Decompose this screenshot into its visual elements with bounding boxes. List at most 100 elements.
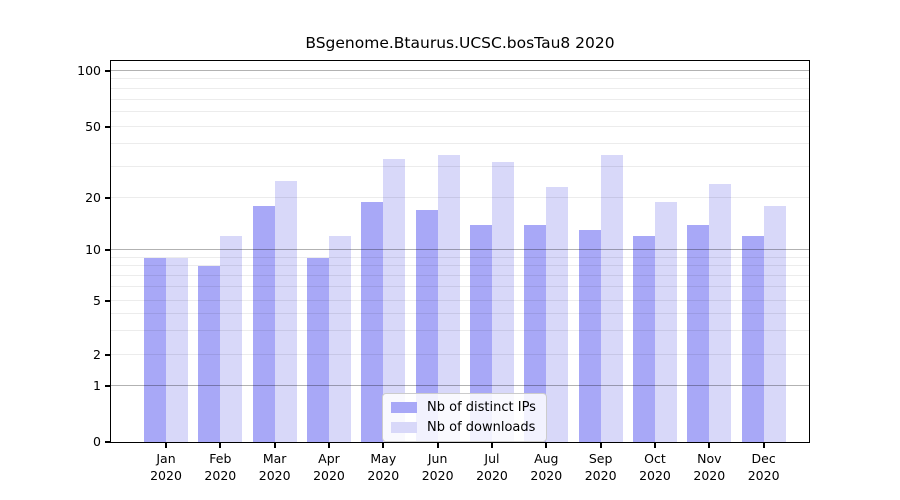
year-label: 2020 — [693, 467, 726, 483]
x-axis-tick-label: Mar 2020 — [245, 451, 305, 485]
y-axis-tick-label: 5 — [93, 292, 101, 308]
bar-downloads — [600, 154, 623, 442]
year-label: 2020 — [747, 467, 780, 483]
x-axis-tick — [273, 442, 276, 448]
month-label: May — [370, 451, 397, 466]
x-axis-tick-label: Aug 2020 — [516, 451, 576, 485]
legend: Nb of distinct IPs Nb of downloads — [382, 393, 547, 442]
minor-gridline — [111, 143, 809, 145]
minor-gridline — [111, 299, 809, 301]
x-axis-tick-label: Jan 2020 — [136, 451, 196, 485]
year-label: 2020 — [584, 467, 617, 483]
minor-gridline — [111, 313, 809, 315]
legend-item-downloads: Nb of downloads — [391, 420, 536, 435]
bar-downloads — [654, 202, 677, 442]
month-label: Jun — [427, 451, 448, 466]
bar-downloads — [763, 206, 786, 442]
x-axis-tick — [165, 442, 167, 448]
y-axis-tick-label: 1 — [93, 378, 101, 394]
minor-gridline — [111, 125, 809, 127]
y-axis-tick-label: 100 — [77, 62, 101, 78]
bar-downloads — [546, 187, 569, 442]
month-label: Jan — [156, 451, 176, 466]
y-axis-tick — [105, 299, 111, 302]
x-axis-tick-label: May 2020 — [353, 451, 413, 485]
month-label: Aug — [534, 451, 559, 466]
bar-distinct-ips — [524, 224, 547, 442]
bar-downloads — [383, 159, 406, 442]
year-label: 2020 — [476, 467, 508, 483]
year-label: 2020 — [530, 467, 563, 483]
major-gridline — [111, 385, 809, 387]
legend-swatch-distinct-ips — [391, 402, 417, 413]
minor-gridline — [111, 98, 809, 100]
x-axis-tick-label: Dec 2020 — [734, 451, 794, 485]
x-axis-tick — [382, 442, 385, 448]
bar-downloads — [328, 236, 351, 442]
major-gridline — [111, 249, 809, 251]
month-label: Jul — [484, 451, 500, 466]
month-label: Feb — [209, 451, 232, 466]
x-axis-tick — [708, 442, 711, 448]
y-axis-tick — [105, 125, 111, 128]
year-label: 2020 — [204, 467, 237, 483]
year-label: 2020 — [639, 467, 671, 483]
bar-distinct-ips — [144, 257, 166, 442]
x-axis-tick — [219, 442, 222, 448]
y-axis-tick — [105, 354, 111, 357]
minor-gridline — [111, 275, 809, 277]
bar-distinct-ips — [687, 224, 710, 442]
minor-gridline — [111, 78, 809, 80]
month-label: Oct — [644, 451, 666, 466]
legend-item-distinct-ips: Nb of distinct IPs — [391, 400, 536, 415]
bar-downloads — [437, 154, 460, 442]
x-axis-tick — [490, 442, 493, 448]
y-axis-tick — [105, 385, 111, 388]
y-axis-tick — [105, 249, 111, 252]
y-axis-tick-label: 2 — [93, 347, 101, 363]
month-label: Nov — [697, 451, 722, 466]
x-axis-tick — [762, 442, 765, 448]
x-axis-tick — [599, 442, 602, 448]
month-label: Sep — [588, 451, 613, 466]
plot-area: Nb of distinct IPs Nb of downloads 0 1 2 5 1… — [77, 60, 810, 483]
month-label: Mar — [262, 451, 287, 466]
bar-distinct-ips — [578, 230, 601, 442]
y-axis-tick-label: 0 — [93, 434, 101, 449]
minor-gridline — [111, 87, 809, 89]
bar-downloads — [491, 161, 514, 442]
x-axis-tick-label: Nov 2020 — [679, 451, 739, 485]
x-axis-tick-label: Sep 2020 — [571, 451, 631, 485]
y-axis-tick — [105, 441, 111, 443]
y-axis-tick-label: 50 — [85, 118, 101, 134]
minor-gridline — [111, 165, 809, 167]
x-axis-tick-label: Apr 2020 — [299, 451, 359, 485]
bar-downloads — [274, 180, 297, 442]
minor-gridline — [111, 111, 809, 113]
month-label: Dec — [751, 451, 776, 466]
x-axis-tick-label: Jul 2020 — [462, 451, 522, 485]
minor-gridline — [111, 256, 809, 258]
minor-gridline — [111, 354, 809, 356]
month-label: Apr — [318, 451, 340, 466]
bar-distinct-ips — [741, 236, 764, 442]
x-axis-tick-label: Feb 2020 — [190, 451, 250, 485]
year-label: 2020 — [367, 467, 400, 483]
minor-gridline — [111, 330, 809, 332]
bar-distinct-ips — [198, 266, 221, 442]
y-axis-tick — [105, 197, 111, 200]
chart-title: BSgenome.Btaurus.UCSC.bosTau8 2020 — [305, 34, 615, 52]
y-axis-tick-label: 10 — [85, 242, 101, 258]
bar-distinct-ips — [415, 210, 438, 442]
bar-distinct-ips — [306, 257, 329, 442]
year-label: 2020 — [421, 467, 454, 483]
bar-downloads — [166, 257, 188, 442]
x-axis-tick — [327, 442, 330, 448]
bar-distinct-ips — [252, 206, 275, 442]
x-axis-tick — [436, 442, 439, 448]
x-axis-tick-label: Oct 2020 — [625, 451, 685, 485]
x-axis-tick — [653, 442, 656, 448]
bar-distinct-ips — [469, 224, 492, 442]
x-axis-tick-label: Jun 2020 — [408, 451, 468, 485]
